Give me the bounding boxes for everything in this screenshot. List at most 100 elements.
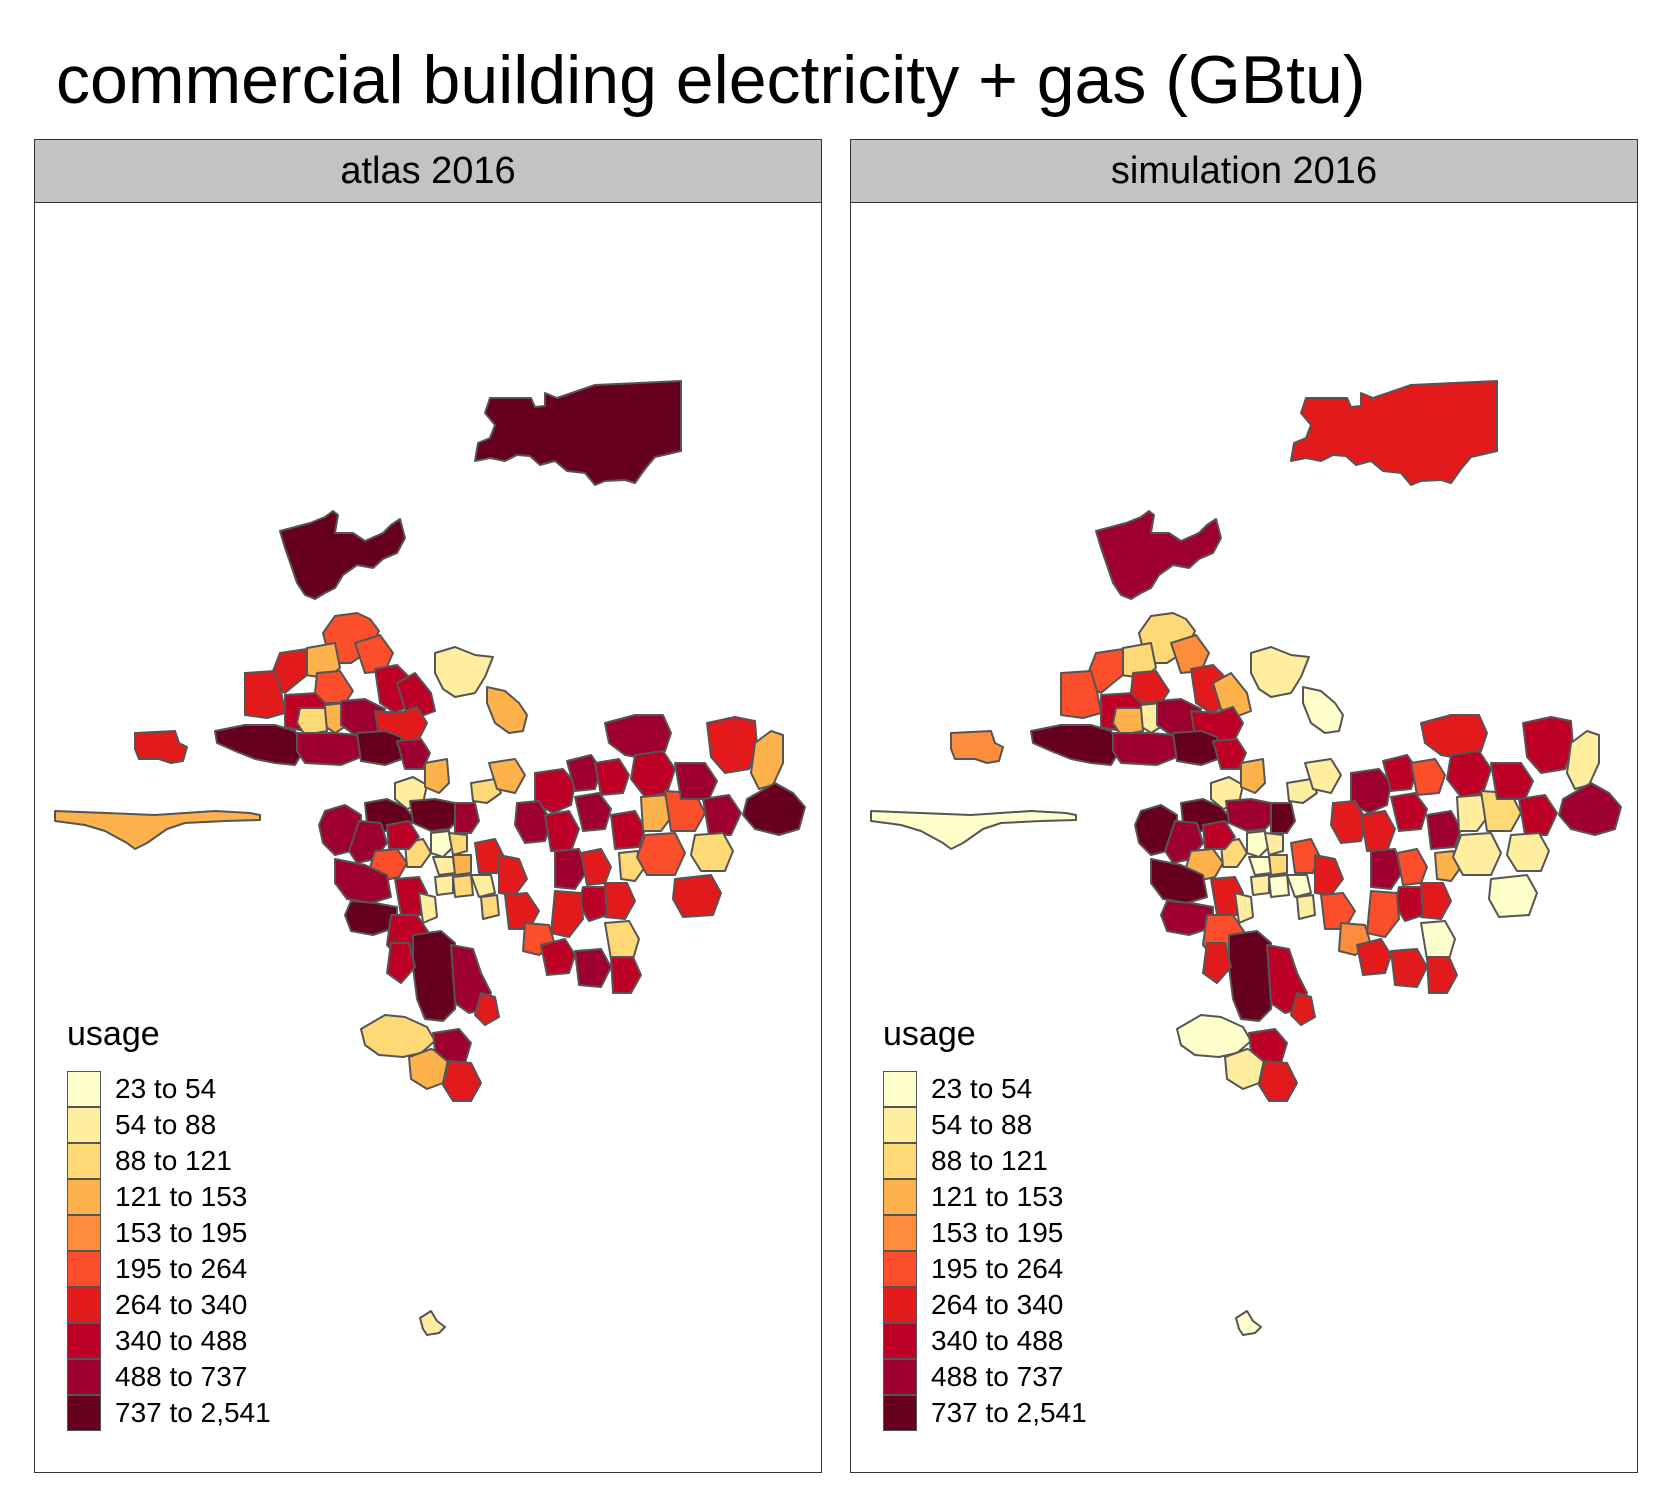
map-region-e-2 xyxy=(1446,750,1492,798)
map-region-downtown-5 xyxy=(1250,874,1270,896)
legend-items: 23 to 54 54 to 88 88 to 121 121 to 153 153 t… xyxy=(67,1071,271,1431)
legend-swatch xyxy=(67,1071,101,1107)
legend-item: 153 to 195 xyxy=(883,1215,1087,1251)
map-region-se-16 xyxy=(1420,920,1456,960)
map-region-sfv-south-1 xyxy=(1030,724,1122,766)
legend-swatch xyxy=(883,1395,917,1431)
map-region-e-1 xyxy=(1420,714,1488,760)
map-region-south-la-2 xyxy=(1160,900,1214,936)
map-region-e-2 xyxy=(630,750,676,798)
legend-item: 488 to 737 xyxy=(67,1359,271,1395)
map-region-sfv-south-2 xyxy=(296,732,362,766)
map-region-se-13 xyxy=(550,890,584,938)
map-region-central-d xyxy=(1225,798,1278,832)
map-region-sfv-south-1 xyxy=(214,724,306,766)
map-region-south-la-9 xyxy=(1320,892,1356,930)
legend-swatch xyxy=(67,1107,101,1143)
legend-item: 88 to 121 xyxy=(883,1143,1087,1179)
map-region-nw-i xyxy=(396,672,436,718)
legend-swatch xyxy=(883,1143,917,1179)
legend-item: 737 to 2,541 xyxy=(67,1395,271,1431)
map-region-east-valley-a xyxy=(434,646,494,698)
map-region-nw-m xyxy=(296,707,328,736)
legend-item: 23 to 54 xyxy=(883,1071,1087,1107)
map-region-south-bay-4 xyxy=(1290,992,1316,1026)
map-region-south-la-7 xyxy=(480,894,500,920)
legend-title: usage xyxy=(883,1015,976,1053)
map-region-westside-coast xyxy=(870,810,1077,850)
legend-item: 264 to 340 xyxy=(883,1287,1087,1323)
panel-strip-label: simulation 2016 xyxy=(851,140,1637,203)
legend: usage 23 to 54 54 to 88 88 to 121 121 to 15… xyxy=(67,1017,271,1431)
map-region-south-la-7 xyxy=(1296,894,1316,920)
legend-label: 737 to 2,541 xyxy=(115,1397,271,1428)
panel-simulation: simulation 2016 usage 23 to 54 54 to 88 88… xyxy=(850,139,1638,1473)
map-region-e-11 xyxy=(636,832,686,876)
map-region-se-14 xyxy=(1356,938,1392,976)
panel-atlas: atlas 2016 usage 23 to 54 54 to 88 88 to 1… xyxy=(34,139,822,1473)
legend-swatch xyxy=(883,1359,917,1395)
legend-label: 488 to 737 xyxy=(115,1361,248,1392)
panel-strip-label: atlas 2016 xyxy=(35,140,821,203)
map-region-east-valley-b xyxy=(486,686,528,734)
map-region-se-7 xyxy=(554,848,588,890)
legend-label: 195 to 264 xyxy=(931,1253,1064,1284)
map-region-se-6 xyxy=(594,758,630,796)
legend-item: 23 to 54 xyxy=(67,1071,271,1107)
legend-item: 195 to 264 xyxy=(883,1251,1087,1287)
map-region-e-11 xyxy=(1452,832,1502,876)
map-region-harbor-3 xyxy=(442,1060,482,1102)
map-region-e-10 xyxy=(1506,832,1550,872)
map-region-downtown-1 xyxy=(430,830,454,858)
map-region-south-la-8 xyxy=(498,854,528,896)
map-region-north-large xyxy=(1290,380,1498,486)
map-region-south-la-4 xyxy=(418,892,438,924)
map-region-central-e xyxy=(1270,802,1296,834)
map-region-nw-m xyxy=(1112,707,1144,736)
map-region-central-b xyxy=(1240,758,1266,794)
map-region-nw-g xyxy=(354,634,394,674)
map-region-catalina xyxy=(419,1310,446,1336)
map-region-se-13 xyxy=(1366,890,1400,938)
map-region-se-9 xyxy=(610,810,646,850)
map-region-east-valley-a xyxy=(1250,646,1310,698)
legend-item: 264 to 340 xyxy=(67,1287,271,1323)
map-region-south-la-1 xyxy=(1150,858,1208,904)
map-region-se-15 xyxy=(574,948,612,988)
legend: usage 23 to 54 54 to 88 88 to 121 121 to 15… xyxy=(883,1017,1087,1431)
legend-label: 23 to 54 xyxy=(115,1073,217,1104)
legend-label: 264 to 340 xyxy=(115,1289,248,1320)
legend-swatch xyxy=(883,1323,917,1359)
map-region-palos-verdes xyxy=(1176,1014,1252,1058)
legend-swatch xyxy=(67,1323,101,1359)
legend-swatch xyxy=(67,1143,101,1179)
map-region-se-6 xyxy=(1410,758,1446,796)
legend-label: 88 to 121 xyxy=(931,1145,1048,1176)
legend-label: 153 to 195 xyxy=(115,1217,248,1248)
legend-swatch xyxy=(67,1395,101,1431)
choropleth-map xyxy=(870,380,1622,1336)
map-region-e-8 xyxy=(1558,782,1622,836)
legend-label: 340 to 488 xyxy=(115,1325,248,1356)
legend-label: 488 to 737 xyxy=(931,1361,1064,1392)
map-region-se-17 xyxy=(610,956,642,994)
legend-item: 195 to 264 xyxy=(67,1251,271,1287)
legend-item: 121 to 153 xyxy=(883,1179,1087,1215)
map-region-nw-f xyxy=(314,670,354,704)
choropleth-map xyxy=(54,380,806,1336)
map-region-downtown-1 xyxy=(1246,830,1270,858)
map-region-central-d xyxy=(409,798,462,832)
map-region-south-la-8 xyxy=(1314,854,1344,896)
legend-label: 54 to 88 xyxy=(115,1109,217,1140)
map-region-se-15 xyxy=(1390,948,1428,988)
chart-title: commercial building electricity + gas (G… xyxy=(56,42,1366,118)
legend-item: 737 to 2,541 xyxy=(883,1395,1087,1431)
legend-item: 121 to 153 xyxy=(67,1179,271,1215)
map-region-nw-i xyxy=(1212,672,1252,718)
legend-item: 153 to 195 xyxy=(67,1215,271,1251)
map-region-se-7 xyxy=(1370,848,1404,890)
map-region-e-9 xyxy=(1518,794,1558,836)
map-region-nw-f xyxy=(1130,670,1170,704)
map-region-e-6 xyxy=(706,716,758,774)
map-region-e-1 xyxy=(604,714,672,760)
